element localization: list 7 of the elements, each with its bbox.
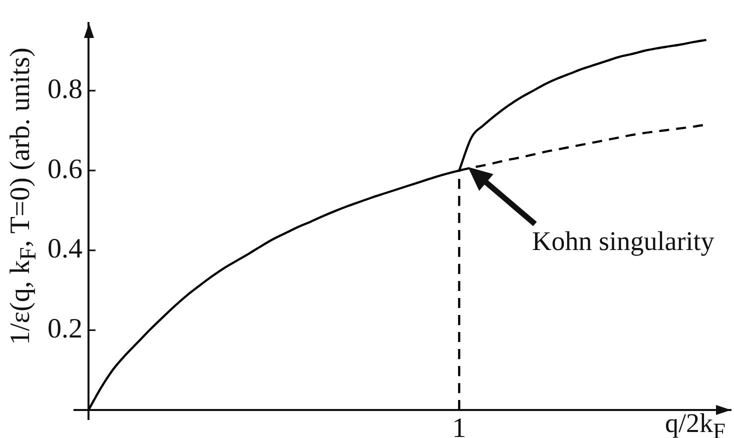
y-tick-label: 0.2 — [48, 314, 82, 345]
x-tick-label: 1 — [452, 413, 466, 438]
y-tick-label: 0.4 — [48, 234, 82, 265]
y-tick-label: 0.8 — [48, 74, 82, 106]
annotation: Kohn singularity — [532, 226, 715, 256]
x-axis-title: q/2k$_{F}$ — [665, 408, 726, 438]
y-tick-label: 0.6 — [48, 154, 82, 185]
